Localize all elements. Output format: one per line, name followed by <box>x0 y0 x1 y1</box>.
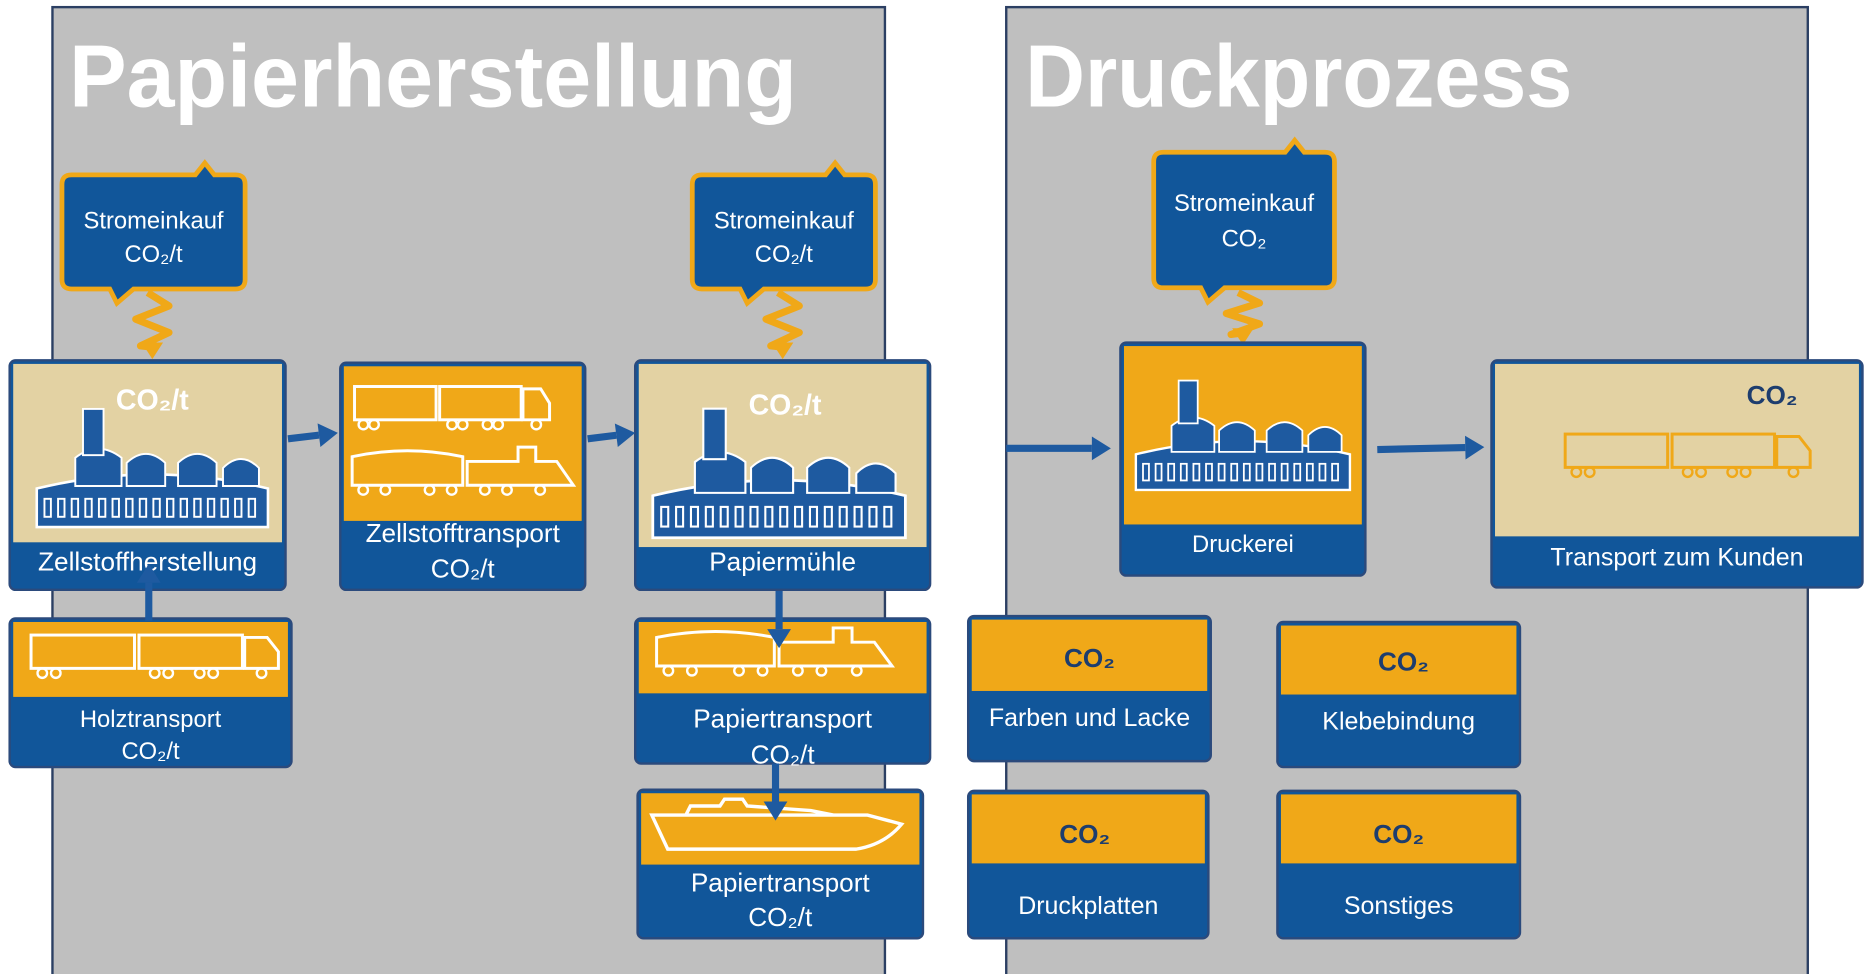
node-metric: CO₂ <box>1378 647 1429 677</box>
factory-chimney <box>83 409 104 455</box>
node-label: Druckplatten <box>1018 892 1158 920</box>
factory-chimney <box>703 409 725 460</box>
node-metric: CO₂/t <box>748 902 813 932</box>
node-metric: CO₂ <box>1747 380 1798 410</box>
node-metric: CO₂/t <box>116 385 189 417</box>
callout-label: Stromeinkauf <box>84 208 224 235</box>
callout-label: Stromeinkauf <box>714 208 854 235</box>
node-metric: CO₂/t <box>431 554 496 584</box>
node-header <box>13 622 288 697</box>
factory-roof <box>807 458 849 493</box>
diagram: Papierherstellung Druckprozess Stromeink… <box>0 0 1865 974</box>
node-label: Transport zum Kunden <box>1550 544 1803 572</box>
node-label: Papiertransport <box>693 704 873 734</box>
flow-arrow <box>1377 448 1465 450</box>
node-label: Klebebindung <box>1322 708 1475 736</box>
callout-metric: CO₂/t <box>755 241 813 268</box>
node-metric: CO₂ <box>1059 819 1110 849</box>
callout-metric: CO₂/t <box>124 241 182 268</box>
node-label: Papiertransport <box>691 868 871 898</box>
factory-roof <box>1219 422 1255 452</box>
callout-label: Stromeinkauf <box>1174 190 1314 217</box>
node-header <box>344 366 582 521</box>
section-title: Druckprozess <box>1025 26 1572 125</box>
factory-roof <box>1267 422 1303 452</box>
node-metric: CO₂ <box>1373 819 1424 849</box>
factory-roof <box>223 459 259 486</box>
factory-roof <box>178 454 217 486</box>
factory-chimney <box>1179 381 1198 424</box>
node-label: Sonstiges <box>1344 892 1454 920</box>
flow-arrow <box>288 435 319 439</box>
node-label: Holztransport <box>80 706 222 733</box>
node-label: Papiermühle <box>709 547 856 577</box>
node-label: Farben und Lacke <box>989 704 1190 732</box>
node-label: Zellstofftransport <box>366 518 561 548</box>
factory-roof <box>127 454 166 486</box>
factory-roof <box>856 463 895 492</box>
node-header <box>1495 364 1859 536</box>
node-label: Druckerei <box>1192 531 1294 558</box>
callout-metric: CO₂ <box>1222 226 1267 253</box>
flow-arrow <box>588 435 617 439</box>
callout-box <box>1154 140 1335 302</box>
node-metric: CO₂ <box>1064 643 1115 673</box>
node-metric: CO₂/t <box>749 389 822 421</box>
factory-roof <box>751 458 793 493</box>
factory-roof <box>1308 427 1341 452</box>
node-metric: CO₂/t <box>122 738 180 765</box>
section-title: Papierherstellung <box>69 26 797 125</box>
node-metric: CO₂/t <box>751 739 816 769</box>
